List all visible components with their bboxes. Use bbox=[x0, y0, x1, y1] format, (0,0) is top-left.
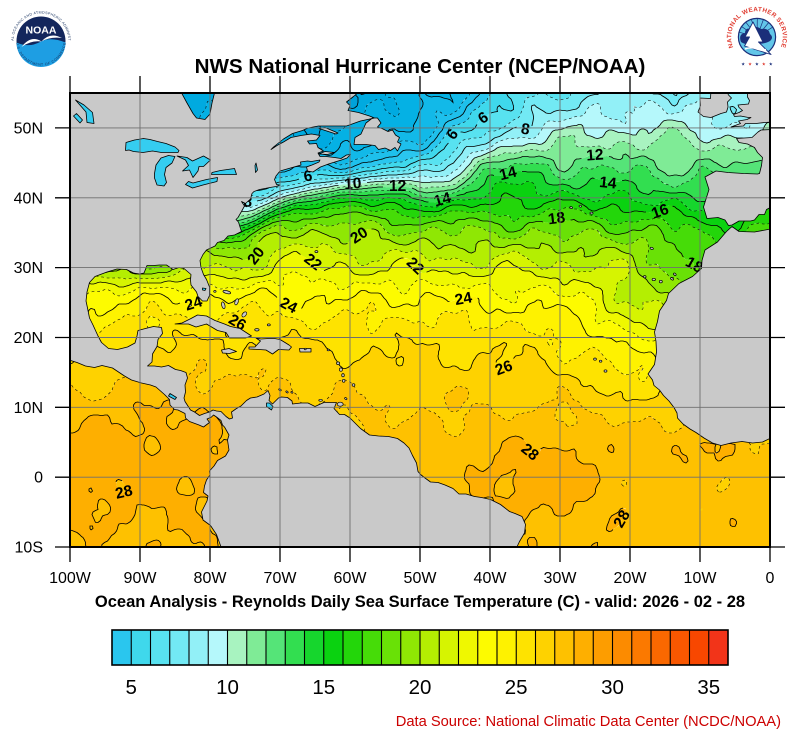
svg-text:0: 0 bbox=[34, 470, 43, 487]
svg-text:24: 24 bbox=[183, 293, 205, 314]
svg-text:24: 24 bbox=[277, 294, 301, 317]
svg-text:70W: 70W bbox=[264, 570, 298, 587]
svg-text:8: 8 bbox=[243, 193, 253, 211]
svg-text:28: 28 bbox=[611, 507, 635, 531]
svg-text:★: ★ bbox=[769, 62, 774, 67]
svg-text:10: 10 bbox=[344, 175, 362, 193]
svg-text:20W: 20W bbox=[614, 570, 648, 587]
svg-text:★: ★ bbox=[762, 62, 767, 67]
svg-text:15: 15 bbox=[312, 676, 335, 699]
svg-text:80W: 80W bbox=[194, 570, 228, 587]
svg-text:20: 20 bbox=[347, 224, 371, 248]
svg-text:26: 26 bbox=[493, 357, 515, 379]
svg-text:12: 12 bbox=[389, 178, 406, 195]
svg-text:NOAA: NOAA bbox=[26, 25, 57, 37]
svg-text:6: 6 bbox=[303, 167, 314, 185]
svg-text:35: 35 bbox=[697, 676, 720, 699]
svg-text:24: 24 bbox=[454, 289, 474, 309]
svg-text:28: 28 bbox=[114, 482, 135, 503]
svg-text:12: 12 bbox=[586, 146, 604, 164]
svg-text:★: ★ bbox=[755, 62, 760, 67]
svg-text:40N: 40N bbox=[14, 190, 43, 207]
svg-text:30: 30 bbox=[601, 676, 624, 699]
svg-text:5: 5 bbox=[125, 676, 136, 699]
svg-text:10N: 10N bbox=[14, 400, 43, 417]
svg-text:14: 14 bbox=[498, 163, 519, 184]
svg-text:16: 16 bbox=[649, 201, 671, 223]
svg-text:Ocean Analysis - Reynolds Dail: Ocean Analysis - Reynolds Daily Sea Surf… bbox=[95, 593, 745, 611]
svg-text:25: 25 bbox=[505, 676, 528, 699]
svg-text:50N: 50N bbox=[14, 120, 43, 137]
svg-text:30W: 30W bbox=[544, 570, 578, 587]
svg-text:0: 0 bbox=[766, 570, 775, 587]
svg-text:10S: 10S bbox=[15, 540, 43, 557]
svg-text:14: 14 bbox=[432, 189, 454, 210]
svg-text:18: 18 bbox=[547, 209, 567, 228]
svg-text:Data Source: National Climatic: Data Source: National Climatic Data Cent… bbox=[396, 714, 781, 730]
svg-text:NWS National Hurricane Center: NWS National Hurricane Center (NCEP/NOAA… bbox=[195, 55, 646, 78]
svg-text:10: 10 bbox=[216, 676, 239, 699]
svg-text:20: 20 bbox=[409, 676, 432, 699]
svg-text:30N: 30N bbox=[14, 260, 43, 277]
svg-text:8: 8 bbox=[520, 121, 532, 139]
svg-text:40W: 40W bbox=[474, 570, 508, 587]
svg-text:14: 14 bbox=[598, 174, 617, 193]
svg-text:100W: 100W bbox=[49, 570, 92, 587]
svg-text:50W: 50W bbox=[404, 570, 438, 587]
svg-text:★: ★ bbox=[748, 62, 753, 67]
svg-text:90W: 90W bbox=[124, 570, 158, 587]
svg-text:★: ★ bbox=[741, 62, 746, 67]
svg-text:10W: 10W bbox=[684, 570, 718, 587]
svg-text:60W: 60W bbox=[334, 570, 368, 587]
svg-text:20N: 20N bbox=[14, 330, 43, 347]
